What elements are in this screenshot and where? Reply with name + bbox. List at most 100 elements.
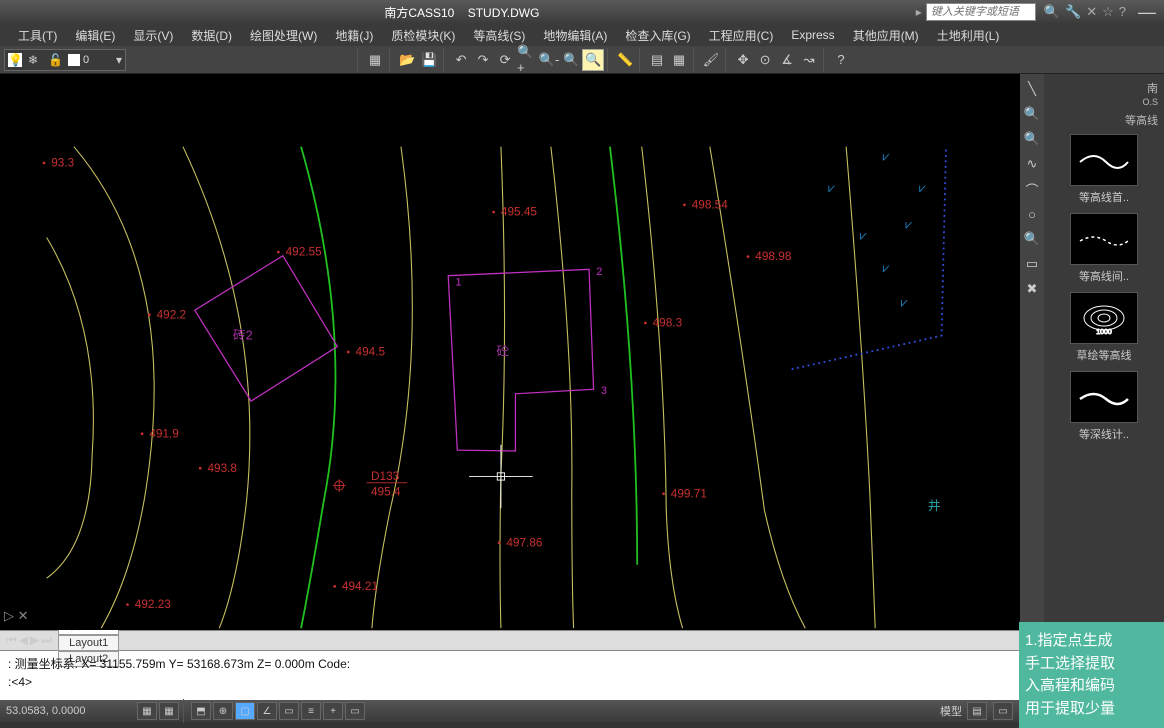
- grid2-icon[interactable]: ▦: [668, 49, 690, 71]
- tab-first-icon[interactable]: ⏮: [6, 633, 17, 648]
- palette-tool[interactable]: [1070, 371, 1138, 423]
- menu-item[interactable]: 显示(V): [125, 25, 181, 46]
- tool-close-icon[interactable]: ✖: [1021, 278, 1043, 300]
- svg-text:砖2: 砖2: [233, 327, 253, 342]
- s-tool-icon[interactable]: ▭: [993, 702, 1013, 720]
- palette-tool[interactable]: 1000: [1070, 292, 1138, 344]
- plus-icon[interactable]: +: [323, 702, 343, 720]
- svg-text:495.45: 495.45: [501, 205, 538, 219]
- layer-name-input[interactable]: [83, 54, 113, 66]
- lwt-icon[interactable]: ≡: [301, 702, 321, 720]
- menu-item[interactable]: 检查入库(G): [617, 25, 698, 46]
- table-icon[interactable]: ▤: [646, 49, 668, 71]
- layout-tab[interactable]: Layout1: [58, 635, 119, 651]
- exchange-icon[interactable]: ✕: [1086, 4, 1097, 20]
- tool-palette: 南O.S 等高线 等高线首..等高线间..1000草绘等高线等深线计..: [1044, 74, 1164, 630]
- svg-text:1000: 1000: [1096, 329, 1112, 336]
- command-window[interactable]: : 测量坐标系: X= 31155.759m Y= 53168.673m Z= …: [0, 650, 1164, 700]
- tool-arc-icon[interactable]: ⌒: [1021, 178, 1043, 200]
- zoom-window-icon[interactable]: 🔍: [560, 49, 582, 71]
- menu-item[interactable]: 土地利用(L): [929, 25, 1008, 46]
- binoculars-icon[interactable]: 🔍: [1044, 4, 1060, 20]
- layer-selector[interactable]: 💡 ❄ 🔓 ▾: [4, 49, 126, 71]
- svg-text:498.3: 498.3: [653, 316, 683, 330]
- dyn-icon[interactable]: ▭: [279, 702, 299, 720]
- svg-text:⩗: ⩗: [828, 180, 836, 195]
- drawing-canvas[interactable]: 砖2砼123⩗⩗⩗⩗⩗⩗⩗井93.3498.54495.45492.55498.…: [0, 74, 1020, 630]
- tool-line-icon[interactable]: ╲: [1021, 78, 1043, 100]
- svg-text:⩗: ⩗: [882, 148, 890, 163]
- measure-icon[interactable]: 📏: [614, 49, 636, 71]
- tab-prev-icon[interactable]: ◀: [19, 633, 28, 648]
- svg-text:497.86: 497.86: [506, 535, 543, 549]
- menu-item[interactable]: 质检模块(K): [383, 25, 463, 46]
- minimize-button[interactable]: —: [1138, 2, 1156, 23]
- space-label[interactable]: 模型: [940, 703, 962, 719]
- info-icon[interactable]: ?: [830, 49, 852, 71]
- svg-text:492.23: 492.23: [135, 597, 172, 611]
- zoom-out-icon[interactable]: 🔍-: [538, 49, 560, 71]
- osnap-icon[interactable]: ▢: [235, 702, 255, 720]
- menu-item[interactable]: 绘图处理(W): [242, 25, 325, 46]
- node-icon[interactable]: ⊙: [754, 49, 776, 71]
- palette-tool-label: 等高线间..: [1050, 268, 1158, 284]
- app-title: 南方CASS10 STUDY.DWG: [8, 4, 916, 21]
- svg-text:493.8: 493.8: [207, 461, 237, 475]
- menu-item[interactable]: 地籍(J): [327, 25, 381, 46]
- brush-icon[interactable]: 🖌: [700, 49, 722, 71]
- zoom-extents-icon[interactable]: 🔍: [582, 49, 604, 71]
- palette-tool[interactable]: [1070, 213, 1138, 265]
- star-icon[interactable]: ☆: [1102, 4, 1114, 20]
- svg-text:498.98: 498.98: [755, 249, 792, 263]
- svg-text:1: 1: [455, 277, 461, 289]
- tool-zoom-icon[interactable]: 🔍: [1021, 103, 1043, 125]
- save-icon[interactable]: 💾: [418, 49, 440, 71]
- snap-grid-icon[interactable]: ▦: [137, 702, 157, 720]
- grid-icon[interactable]: ▦: [364, 49, 386, 71]
- menu-item[interactable]: 编辑(E): [67, 25, 123, 46]
- refresh-icon[interactable]: ⟳: [494, 49, 516, 71]
- side-toolbar: ╲ 🔍 🔍 ∿ ⌒ ○ 🔍 ▭ ✖: [1020, 74, 1044, 630]
- search-input[interactable]: [926, 3, 1036, 21]
- move-icon[interactable]: ✥: [732, 49, 754, 71]
- tool-zoom2-icon[interactable]: 🔍: [1021, 128, 1043, 150]
- wrench-icon[interactable]: 🔧: [1065, 4, 1081, 20]
- tool-zoom3-icon[interactable]: 🔍: [1021, 228, 1043, 250]
- help-icon[interactable]: ?: [1119, 4, 1126, 20]
- palette-category: 等高线: [1050, 112, 1158, 128]
- menu-item[interactable]: 地物编辑(A): [535, 25, 615, 46]
- menu-item[interactable]: 工具(T): [10, 25, 65, 46]
- tab-last-icon[interactable]: ⏭: [41, 633, 52, 648]
- menu-bar: 工具(T)编辑(E)显示(V)数据(D)绘图处理(W)地籍(J)质检模块(K)等…: [0, 24, 1164, 46]
- tool-spline-icon[interactable]: ∿: [1021, 153, 1043, 175]
- snap-grid2-icon[interactable]: ▦: [159, 702, 179, 720]
- svg-text:⩗: ⩗: [882, 260, 890, 275]
- zoom-in-icon[interactable]: 🔍+: [516, 49, 538, 71]
- ortho-icon[interactable]: ⬒: [191, 702, 211, 720]
- tool-layer-icon[interactable]: ▭: [1021, 253, 1043, 275]
- s-layer-icon[interactable]: ▤: [967, 702, 987, 720]
- menu-item[interactable]: 其他应用(M): [845, 25, 927, 46]
- palette-tool[interactable]: [1070, 134, 1138, 186]
- angle-icon[interactable]: ∡: [776, 49, 798, 71]
- menu-item[interactable]: Express: [783, 26, 842, 44]
- svg-text:⩗: ⩗: [860, 227, 868, 242]
- model-icon[interactable]: ▭: [345, 702, 365, 720]
- menu-item[interactable]: 等高线(S): [465, 25, 533, 46]
- open-icon[interactable]: 📂: [396, 49, 418, 71]
- title-bar: 南方CASS10 STUDY.DWG ▸ 🔍 🔧 ✕ ☆ ? —: [0, 0, 1164, 24]
- otrack-icon[interactable]: ∠: [257, 702, 277, 720]
- menu-item[interactable]: 数据(D): [183, 25, 240, 46]
- polar-icon[interactable]: ⊕: [213, 702, 233, 720]
- tool-circle-icon[interactable]: ○: [1021, 203, 1043, 225]
- svg-text:93.3: 93.3: [51, 156, 74, 170]
- tab-next-icon[interactable]: ▶: [30, 633, 39, 648]
- svg-text:3: 3: [601, 385, 607, 397]
- menu-item[interactable]: 工程应用(C): [701, 25, 782, 46]
- path-icon[interactable]: ↝: [798, 49, 820, 71]
- undo-icon[interactable]: ↶: [450, 49, 472, 71]
- command-prompt[interactable]: :<4>: [8, 673, 1156, 691]
- redo-icon[interactable]: ↷: [472, 49, 494, 71]
- palette-tool-label: 等深线计..: [1050, 426, 1158, 442]
- svg-text:⩗: ⩗: [919, 180, 927, 195]
